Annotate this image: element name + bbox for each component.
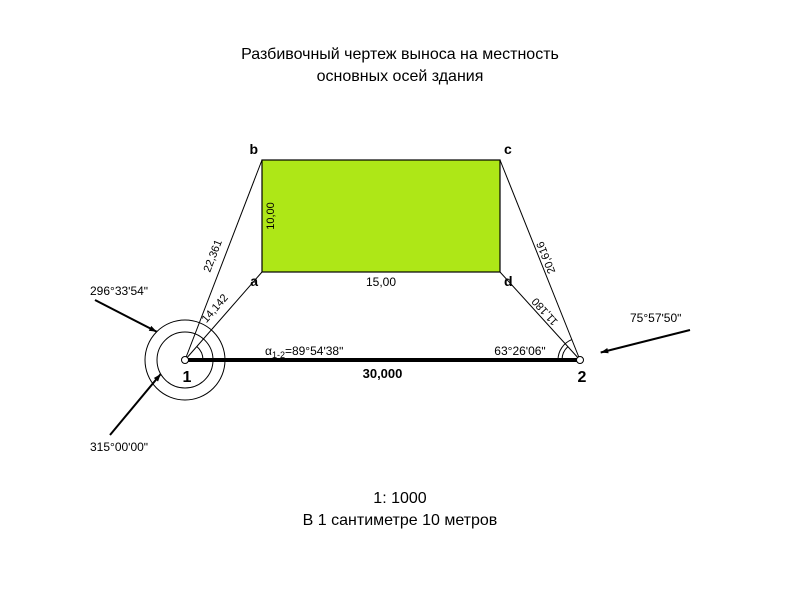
survey-diagram: 296°33ʹ54ʺ 315°00ʹ00ʺ 75°57ʹ50ʺ 1 2 a b c d 15,00… — [0, 0, 800, 600]
svg-text:15,00: 15,00 — [366, 275, 396, 289]
svg-text:a: a — [250, 273, 258, 289]
footer-line-2: В 1 сантиметре 10 метров — [0, 512, 800, 530]
svg-text:b: b — [249, 141, 258, 157]
svg-text:22,361: 22,361 — [202, 238, 225, 274]
svg-text:63°26ʹ06ʺ: 63°26ʹ06ʺ — [494, 344, 545, 358]
svg-text:2: 2 — [578, 369, 587, 386]
svg-text:75°57ʹ50ʺ: 75°57ʹ50ʺ — [630, 311, 681, 325]
svg-text:30,000: 30,000 — [363, 366, 403, 381]
title-line-1: Разбивочный чертеж выноса на местность — [0, 46, 800, 64]
title-line-2: основных осей здания — [0, 68, 800, 86]
svg-text:10,00: 10,00 — [265, 202, 277, 230]
svg-text:c: c — [504, 141, 512, 157]
svg-text:315°00ʹ00ʺ: 315°00ʹ00ʺ — [90, 440, 148, 454]
footer-line-1: 1: 1000 — [0, 490, 800, 508]
svg-text:20,616: 20,616 — [535, 240, 559, 276]
svg-text:α1-2=89°54ʹ38ʺ: α1-2=89°54ʹ38ʺ — [265, 344, 343, 360]
svg-text:1: 1 — [183, 369, 192, 386]
svg-text:d: d — [504, 273, 513, 289]
svg-text:296°33ʹ54ʺ: 296°33ʹ54ʺ — [90, 284, 148, 298]
